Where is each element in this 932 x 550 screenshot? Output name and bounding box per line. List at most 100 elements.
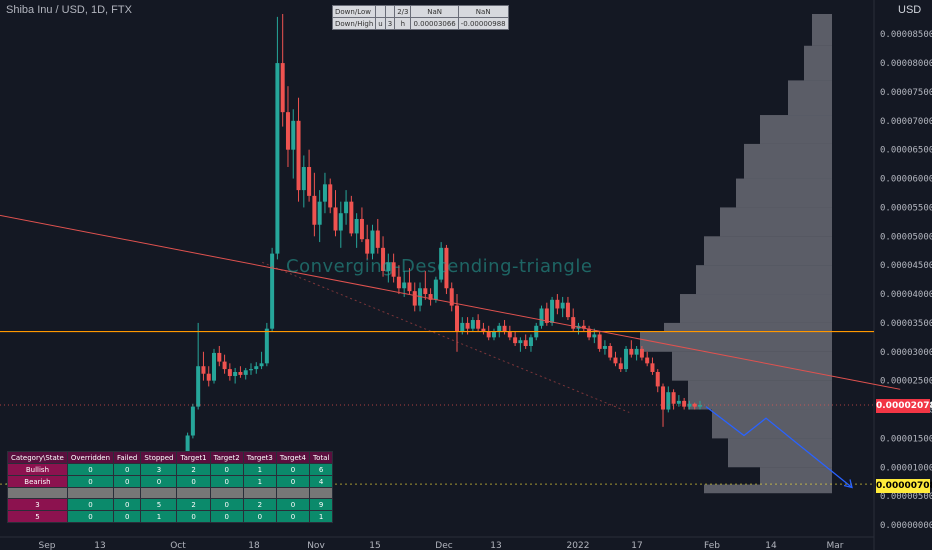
x-tick-label: Sep (39, 541, 56, 550)
candle-body (375, 230, 380, 248)
candle-body (602, 346, 607, 349)
table-cell: 0 (113, 498, 142, 511)
table-cell: 0 (209, 498, 244, 511)
volume-profile-bar (744, 143, 832, 179)
projection-path (705, 406, 853, 488)
candle-body (597, 334, 602, 349)
candle-body (587, 328, 592, 338)
candle-body (370, 230, 375, 254)
volume-profile-bar (728, 438, 832, 468)
y-tick-label: 0.00001500 (880, 434, 932, 444)
candle-body (650, 363, 655, 372)
table-row: Down/Low 2/3 NaN NaN (331, 5, 509, 18)
trend-line (0, 214, 901, 390)
candle-body (285, 112, 290, 150)
candle-body (444, 247, 449, 289)
x-tick-label: 17 (631, 541, 642, 550)
candle-body (624, 348, 629, 370)
y-tick-label: 0.00003500 (880, 319, 932, 329)
volume-profile-bar (804, 45, 832, 81)
table-cell: 2 (176, 463, 211, 476)
volume-profile-bar (672, 351, 832, 381)
column-header: Target3 (242, 451, 277, 464)
candle-body (565, 302, 570, 318)
table-cell (209, 487, 244, 499)
y-tick-label: 0.00006000 (880, 175, 932, 185)
candle-body (634, 348, 639, 355)
x-tick-label: Nov (307, 541, 325, 550)
candle-body (190, 406, 195, 436)
column-header: Failed (113, 451, 142, 464)
candle-body (407, 282, 412, 292)
column-header: Overridden (66, 451, 115, 464)
candle-body (312, 195, 317, 225)
table-cell (384, 5, 396, 18)
candle-body (539, 308, 544, 326)
candle-body (518, 340, 523, 344)
candle-body (201, 366, 206, 374)
candle-body (692, 403, 697, 407)
table-row: 3 0 0 5 2 0 2 0 9 (7, 498, 334, 511)
candle-body (227, 369, 232, 377)
candle-body (592, 334, 597, 338)
y-tick-label: 0.00008000 (880, 59, 932, 69)
candle-body (682, 400, 687, 407)
table-cell: 0 (113, 510, 142, 523)
x-tick-label: 13 (94, 541, 105, 550)
candle-body (338, 213, 343, 231)
column-header: Target2 (209, 451, 244, 464)
pattern-label: Converging-Descending-triangle (286, 256, 593, 277)
y-tick-label: 0.00004500 (880, 261, 932, 271)
candle-body (365, 239, 370, 254)
table-cell (176, 487, 211, 499)
table-cell: 0 (275, 475, 310, 488)
row-header: 3 (7, 498, 68, 511)
candle-body (550, 299, 555, 323)
y-tick-label: 0.00005000 (880, 232, 932, 242)
table-cell: Down/High (331, 17, 377, 30)
candle-body (460, 322, 465, 332)
candle-body (233, 371, 238, 377)
table-cell: 4 (308, 475, 334, 488)
candle-body (264, 328, 269, 364)
candle-body (402, 282, 407, 289)
candle-body (433, 279, 438, 300)
x-tick-label: 13 (490, 541, 501, 550)
table-cell: 1 (242, 475, 277, 488)
table-cell: 6 (308, 463, 334, 476)
candle-body (301, 167, 306, 191)
candle-body (491, 331, 496, 338)
candle-body (212, 352, 217, 381)
x-tick-label: Feb (704, 541, 720, 550)
y-tick-label: 0.00007000 (880, 117, 932, 127)
projection-arrowhead (843, 479, 853, 489)
table-cell: NaN (457, 5, 509, 18)
table-cell: 5 (140, 498, 178, 511)
table-cell: 0 (176, 475, 211, 488)
table-cell: 0 (66, 463, 115, 476)
table-cell (275, 487, 310, 499)
candle-body (217, 352, 222, 362)
row-header: Bullish (7, 463, 68, 476)
table-cell: 0 (140, 475, 178, 488)
y-tick-label: 0.00001000 (880, 463, 932, 473)
table-cell (242, 487, 277, 499)
table-cell: NaN (410, 5, 459, 18)
table-cell: 0 (66, 510, 115, 523)
volume-profile-bar (788, 80, 832, 116)
candle-body (513, 337, 518, 344)
volume-profile-bar (760, 115, 832, 144)
candle-body (639, 348, 644, 358)
table-cell (375, 5, 386, 18)
candle-body (280, 63, 285, 113)
candle-body (296, 120, 301, 191)
candle-body (439, 247, 444, 280)
table-separator-row (7, 487, 334, 499)
volume-profile-bar (736, 178, 832, 208)
x-tick-label: Mar (827, 541, 844, 550)
candle-body (391, 262, 396, 277)
column-header: Stopped (140, 451, 178, 464)
candle-body (687, 403, 692, 407)
candle-body (344, 201, 349, 214)
candle-body (613, 357, 618, 364)
